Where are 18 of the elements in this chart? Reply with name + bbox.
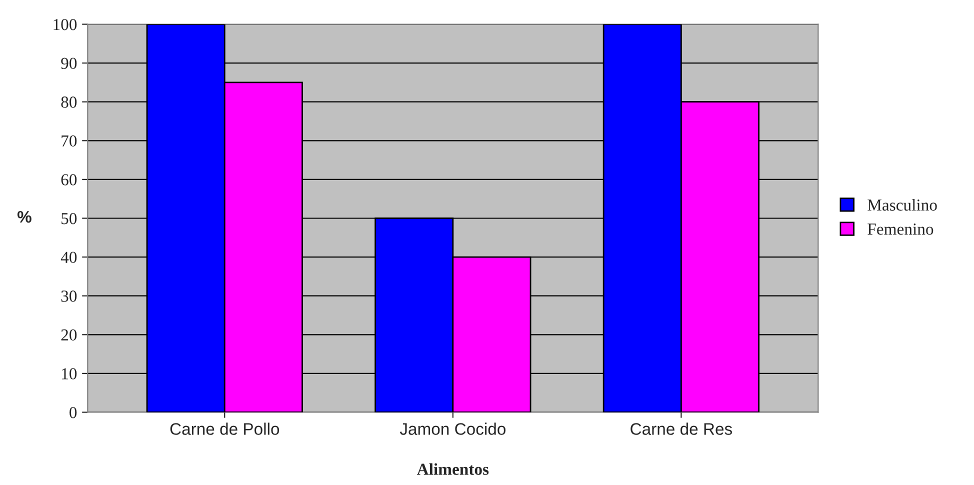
x-tick-label: Carne de Pollo — [170, 422, 280, 435]
legend-label: Masculino — [868, 198, 937, 211]
y-tick-label: 20 — [61, 329, 77, 341]
y-tick-label: 30 — [61, 290, 77, 302]
y-tick-label: 90 — [61, 58, 77, 69]
legend-label: Femenino — [868, 224, 934, 235]
y-tick-label: 60 — [61, 174, 77, 186]
y-tick-label: 50 — [62, 212, 77, 224]
y-tick-label: 100 — [54, 18, 77, 30]
y-tick-label: 40 — [60, 252, 77, 263]
y-tick-label: 10 — [62, 368, 77, 380]
y-tick-label: 80 — [61, 96, 77, 108]
y-tick-label: 0 — [70, 406, 77, 418]
x-axis-title: Alimentos — [416, 463, 489, 475]
y-tick-label: 70 — [62, 135, 77, 147]
x-tick-label: Jamon Cocido — [400, 422, 506, 435]
y-axis-title: % — [17, 210, 32, 223]
x-tick-label: Carne de Res — [630, 422, 732, 435]
